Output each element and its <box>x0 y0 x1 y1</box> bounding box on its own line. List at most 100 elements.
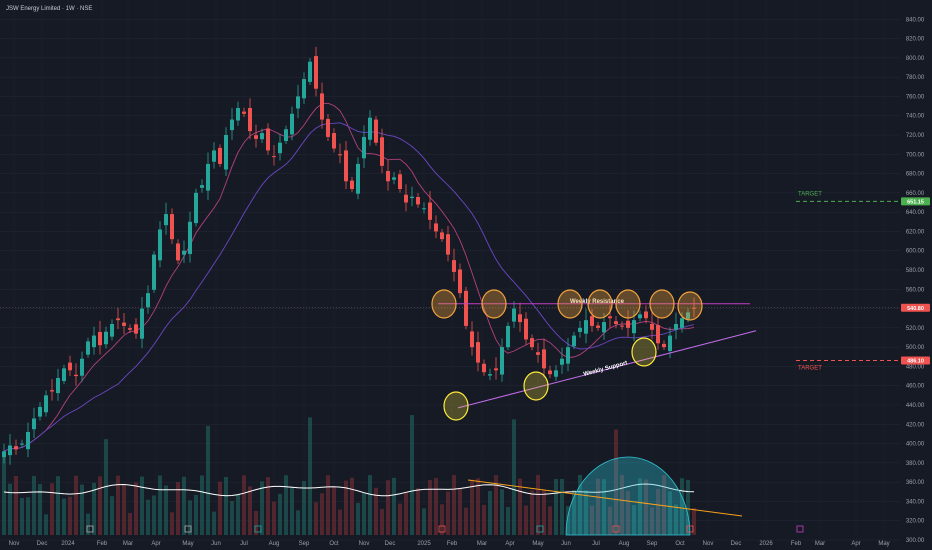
candle-body[interactable] <box>524 318 528 340</box>
candle-body[interactable] <box>56 378 60 394</box>
candle-body[interactable] <box>356 163 360 194</box>
candle-body[interactable] <box>572 335 576 347</box>
event-marker[interactable] <box>536 525 544 533</box>
candle-body[interactable] <box>242 111 246 114</box>
candle-body[interactable] <box>206 163 210 191</box>
event-marker[interactable] <box>686 525 694 533</box>
candle-body[interactable] <box>608 316 612 319</box>
candle-body[interactable] <box>440 232 444 240</box>
candle-body[interactable] <box>452 260 456 272</box>
candle-body[interactable] <box>8 445 12 456</box>
candle-body[interactable] <box>296 96 300 109</box>
candle-body[interactable] <box>674 324 678 330</box>
candle-body[interactable] <box>680 318 684 328</box>
candle-body[interactable] <box>374 119 378 143</box>
event-marker[interactable] <box>796 525 804 533</box>
candle-body[interactable] <box>368 117 372 140</box>
candle-body[interactable] <box>656 325 660 344</box>
candle-body[interactable] <box>164 214 168 226</box>
candle-body[interactable] <box>482 363 486 373</box>
candle-body[interactable] <box>542 349 546 369</box>
candle-body[interactable] <box>446 234 450 255</box>
candle-body[interactable] <box>434 223 438 232</box>
candle-body[interactable] <box>320 93 324 120</box>
candle-body[interactable] <box>518 314 522 323</box>
candle-body[interactable] <box>230 119 234 131</box>
candle-body[interactable] <box>602 322 606 333</box>
candle-body[interactable] <box>476 342 480 363</box>
candle-body[interactable] <box>404 194 408 203</box>
candle-body[interactable] <box>362 136 366 159</box>
candle-body[interactable] <box>626 320 630 328</box>
candle-body[interactable] <box>128 328 132 330</box>
candle-body[interactable] <box>92 335 96 348</box>
candle-body[interactable] <box>278 142 282 154</box>
candle-body[interactable] <box>272 156 276 158</box>
candle-body[interactable] <box>638 314 642 319</box>
candle-body[interactable] <box>488 374 492 376</box>
candle-body[interactable] <box>386 171 390 182</box>
candle-body[interactable] <box>146 293 150 308</box>
candle-body[interactable] <box>50 390 54 392</box>
candle-body[interactable] <box>200 185 204 188</box>
candle-body[interactable] <box>122 322 126 326</box>
candle-body[interactable] <box>566 347 570 364</box>
candle-body[interactable] <box>266 128 270 151</box>
candle-body[interactable] <box>422 208 426 210</box>
candle-body[interactable] <box>338 154 342 156</box>
candle-body[interactable] <box>212 150 216 162</box>
candle-body[interactable] <box>26 432 30 450</box>
candle-body[interactable] <box>170 214 174 240</box>
candle-body[interactable] <box>80 358 84 376</box>
candle-body[interactable] <box>308 61 312 82</box>
candle-body[interactable] <box>68 362 72 371</box>
candle-body[interactable] <box>218 147 222 164</box>
candle-body[interactable] <box>350 180 354 189</box>
candle-body[interactable] <box>32 418 36 430</box>
candle-body[interactable] <box>668 335 672 352</box>
candle-body[interactable] <box>98 331 102 346</box>
event-marker[interactable] <box>612 525 620 533</box>
candle-body[interactable] <box>152 254 156 290</box>
candle-body[interactable] <box>74 374 78 377</box>
candle-body[interactable] <box>416 197 420 205</box>
y-axis[interactable]: 840.00 820.00 800.00 780.00 760.00 740.00 720.… <box>900 0 932 550</box>
candle-body[interactable] <box>176 243 180 261</box>
candle-body[interactable] <box>182 250 186 255</box>
candle-body[interactable] <box>380 137 384 166</box>
x-axis[interactable]: Nov Dec 2024 Feb Mar Apr May Jun Jul Aug Sep Oct Nov… <box>9 541 890 547</box>
event-marker[interactable] <box>86 525 94 533</box>
candle-body[interactable] <box>536 352 540 355</box>
candle-body[interactable] <box>620 325 624 327</box>
candle-body[interactable] <box>290 113 294 135</box>
candle-body[interactable] <box>20 443 24 445</box>
candle-body[interactable] <box>506 325 510 348</box>
candle-body[interactable] <box>692 307 696 309</box>
candle-body[interactable] <box>686 312 690 319</box>
candle-body[interactable] <box>614 321 618 324</box>
candle-body[interactable] <box>344 150 348 182</box>
candle-body[interactable] <box>62 368 66 382</box>
candle-body[interactable] <box>224 135 228 170</box>
candle-body[interactable] <box>596 325 600 328</box>
candle-body[interactable] <box>500 347 504 375</box>
candle-body[interactable] <box>110 324 114 337</box>
candle-body[interactable] <box>398 174 402 189</box>
candle-body[interactable] <box>284 129 288 142</box>
candle-body[interactable] <box>584 320 588 334</box>
candle-body[interactable] <box>392 177 396 180</box>
event-marker[interactable] <box>438 525 446 533</box>
candle-body[interactable] <box>14 446 18 450</box>
candle-body[interactable] <box>140 308 144 339</box>
candle-body[interactable] <box>2 451 6 458</box>
candle-body[interactable] <box>662 343 666 348</box>
candle-body[interactable] <box>248 108 252 132</box>
candle-body[interactable] <box>650 323 654 330</box>
candle-body[interactable] <box>554 370 558 377</box>
candle-body[interactable] <box>188 221 192 255</box>
candle-body[interactable] <box>428 202 432 220</box>
candle-body[interactable] <box>494 368 498 371</box>
candle-body[interactable] <box>530 338 534 348</box>
event-marker[interactable] <box>254 525 262 533</box>
